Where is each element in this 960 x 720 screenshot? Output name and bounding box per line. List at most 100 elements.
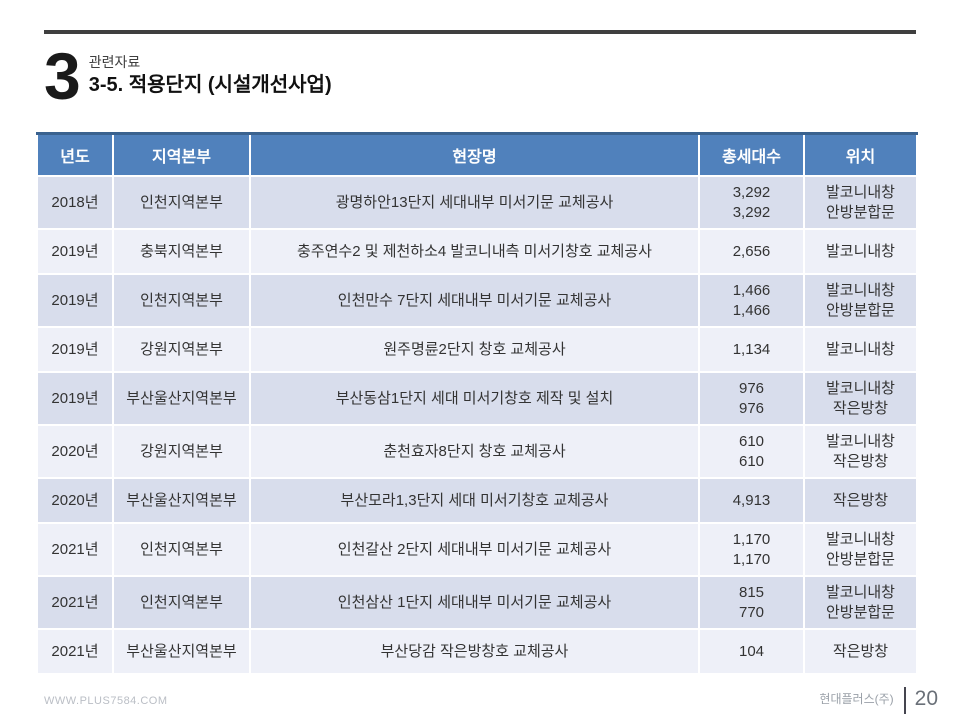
cell-site: 부산당감 작은방창호 교체공사 bbox=[249, 628, 700, 675]
cell-units: 4,913 bbox=[698, 477, 805, 524]
cell-year: 2020년 bbox=[36, 424, 114, 479]
cell-units: 1,134 bbox=[698, 326, 805, 373]
cell-branch: 강원지역본부 bbox=[112, 424, 251, 479]
cell-branch: 충북지역본부 bbox=[112, 228, 251, 275]
table-row: 2019년 부산울산지역본부 부산동삼1단지 세대 미서기창호 제작 및 설치 976… bbox=[36, 371, 918, 426]
cell-text: 1,134 bbox=[732, 340, 771, 358]
cell-site: 광명하안13단지 세대내부 미서기문 교체공사 bbox=[249, 175, 700, 230]
cell-branch: 인천지역본부 bbox=[112, 575, 251, 630]
cell-text: 976 bbox=[738, 379, 765, 397]
col-header-year: 년도 bbox=[36, 132, 114, 177]
cell-text: 광명하안13단지 세대내부 미서기문 교체공사 bbox=[335, 193, 614, 211]
cell-text: 부산모라1,3단지 세대 미서기창호 교체공사 bbox=[340, 491, 609, 509]
page-number: 20 bbox=[914, 686, 938, 710]
cell-text: 815 bbox=[738, 583, 765, 601]
col-header-site: 현장명 bbox=[249, 132, 700, 177]
cell-location: 발코니내창 안방분합문 bbox=[803, 522, 918, 577]
cell-text: 인천지역본부 bbox=[140, 291, 223, 309]
cell-text: 발코니내창 bbox=[825, 281, 895, 299]
cell-text: 2021년 bbox=[51, 642, 99, 660]
cell-branch: 인천지역본부 bbox=[112, 522, 251, 577]
cell-site: 원주명륜2단지 창호 교체공사 bbox=[249, 326, 700, 373]
cell-year: 2021년 bbox=[36, 522, 114, 577]
footer-right: 현대플러스(주) 20 bbox=[819, 687, 938, 714]
cell-text: 3,292 bbox=[732, 203, 771, 221]
cell-text: 발코니내창 bbox=[825, 242, 895, 260]
table-row: 2019년 강원지역본부 원주명륜2단지 창호 교체공사 1,134 발코니내창 bbox=[36, 326, 918, 373]
page-divider bbox=[903, 687, 906, 714]
cell-text: 작은방창 bbox=[832, 399, 889, 417]
cell-text: 2,656 bbox=[732, 242, 771, 260]
cell-location: 발코니내창 bbox=[803, 228, 918, 275]
company-label: 현대플러스(주) bbox=[819, 692, 894, 706]
cell-site: 인천삼산 1단지 세대내부 미서기문 교체공사 bbox=[249, 575, 700, 630]
table-row: 2019년 인천지역본부 인천만수 7단지 세대내부 미서기문 교체공사 1,466 1… bbox=[36, 273, 918, 328]
cell-text: 강원지역본부 bbox=[140, 340, 223, 358]
table-row: 2019년 충북지역본부 충주연수2 및 제천하소4 발코니내측 미서기창호 교체공… bbox=[36, 228, 918, 275]
cell-text: 작은방창 bbox=[832, 491, 889, 509]
cell-text: 인천지역본부 bbox=[140, 193, 223, 211]
cell-units: 976 976 bbox=[698, 371, 805, 426]
cell-text: 인천지역본부 bbox=[140, 593, 223, 611]
cell-text: 2020년 bbox=[51, 442, 99, 460]
cell-location: 발코니내창 bbox=[803, 326, 918, 373]
projects-table-body: 2018년 인천지역본부 광명하안13단지 세대내부 미서기문 교체공사 3,292 3… bbox=[36, 175, 918, 675]
cell-text: 3,292 bbox=[732, 183, 771, 201]
table-header-row: 년도 지역본부 현장명 총세대수 위치 bbox=[36, 132, 918, 177]
cell-site: 충주연수2 및 제천하소4 발코니내측 미서기창호 교체공사 bbox=[249, 228, 700, 275]
cell-text: 작은방창 bbox=[832, 642, 889, 660]
cell-text: 부산울산지역본부 bbox=[126, 642, 237, 660]
page-title: 3-5. 적용단지 (시설개선사업) bbox=[88, 74, 332, 96]
cell-units: 610 610 bbox=[698, 424, 805, 479]
cell-text: 안방분합문 bbox=[825, 603, 895, 621]
table-row: 2021년 인천지역본부 인천삼산 1단지 세대내부 미서기문 교체공사 815 770… bbox=[36, 575, 918, 630]
cell-text: 2021년 bbox=[51, 540, 99, 558]
title-block: 3 관련자료 3-5. 적용단지 (시설개선사업) bbox=[44, 39, 332, 113]
col-header-branch: 지역본부 bbox=[112, 132, 251, 177]
cell-text: 770 bbox=[738, 603, 765, 621]
cell-branch: 인천지역본부 bbox=[112, 273, 251, 328]
cell-site: 인천갈산 2단지 세대내부 미서기문 교체공사 bbox=[249, 522, 700, 577]
cell-text: 부산동삼1단지 세대 미서기창호 제작 및 설치 bbox=[335, 389, 614, 407]
cell-text: 안방분합문 bbox=[825, 301, 895, 319]
table-row: 2018년 인천지역본부 광명하안13단지 세대내부 미서기문 교체공사 3,292 3… bbox=[36, 175, 918, 230]
cell-branch: 부산울산지역본부 bbox=[112, 628, 251, 675]
cell-text: 작은방창 bbox=[832, 452, 889, 470]
cell-text: 발코니내창 bbox=[825, 183, 895, 201]
cell-branch: 인천지역본부 bbox=[112, 175, 251, 230]
cell-text: 610 bbox=[738, 452, 765, 470]
cell-location: 작은방창 bbox=[803, 628, 918, 675]
cell-text: 인천삼산 1단지 세대내부 미서기문 교체공사 bbox=[337, 593, 612, 611]
cell-units: 1,466 1,466 bbox=[698, 273, 805, 328]
cell-location: 작은방창 bbox=[803, 477, 918, 524]
cell-site: 부산모라1,3단지 세대 미서기창호 교체공사 bbox=[249, 477, 700, 524]
cell-text: 1,466 bbox=[732, 281, 771, 299]
cell-text: 2021년 bbox=[51, 593, 99, 611]
cell-text: 인천갈산 2단지 세대내부 미서기문 교체공사 bbox=[337, 540, 612, 558]
table-row: 2020년 강원지역본부 춘천효자8단지 창호 교체공사 610 610 발코니내창 작은방… bbox=[36, 424, 918, 479]
col-header-units: 총세대수 bbox=[698, 132, 805, 177]
cell-text: 발코니내창 bbox=[825, 379, 895, 397]
cell-units: 2,656 bbox=[698, 228, 805, 275]
cell-text: 춘천효자8단지 창호 교체공사 bbox=[383, 442, 566, 460]
cell-text: 976 bbox=[738, 399, 765, 417]
website-label: WWW.PLUS7584.COM bbox=[44, 695, 168, 707]
col-header-location: 위치 bbox=[803, 132, 918, 177]
cell-text: 4,913 bbox=[732, 491, 771, 509]
cell-branch: 부산울산지역본부 bbox=[112, 371, 251, 426]
cell-text: 부산당감 작은방창호 교체공사 bbox=[380, 642, 569, 660]
cell-text: 발코니내창 bbox=[825, 432, 895, 450]
cell-text: 1,170 bbox=[732, 530, 771, 548]
cell-text: 인천만수 7단지 세대내부 미서기문 교체공사 bbox=[337, 291, 612, 309]
cell-text: 610 bbox=[738, 432, 765, 450]
section-eyebrow: 관련자료 bbox=[88, 54, 141, 70]
table-row: 2021년 부산울산지역본부 부산당감 작은방창호 교체공사 104 작은방창 bbox=[36, 628, 918, 675]
cell-units: 3,292 3,292 bbox=[698, 175, 805, 230]
cell-branch: 부산울산지역본부 bbox=[112, 477, 251, 524]
cell-site: 인천만수 7단지 세대내부 미서기문 교체공사 bbox=[249, 273, 700, 328]
section-number: 3 bbox=[44, 39, 81, 113]
